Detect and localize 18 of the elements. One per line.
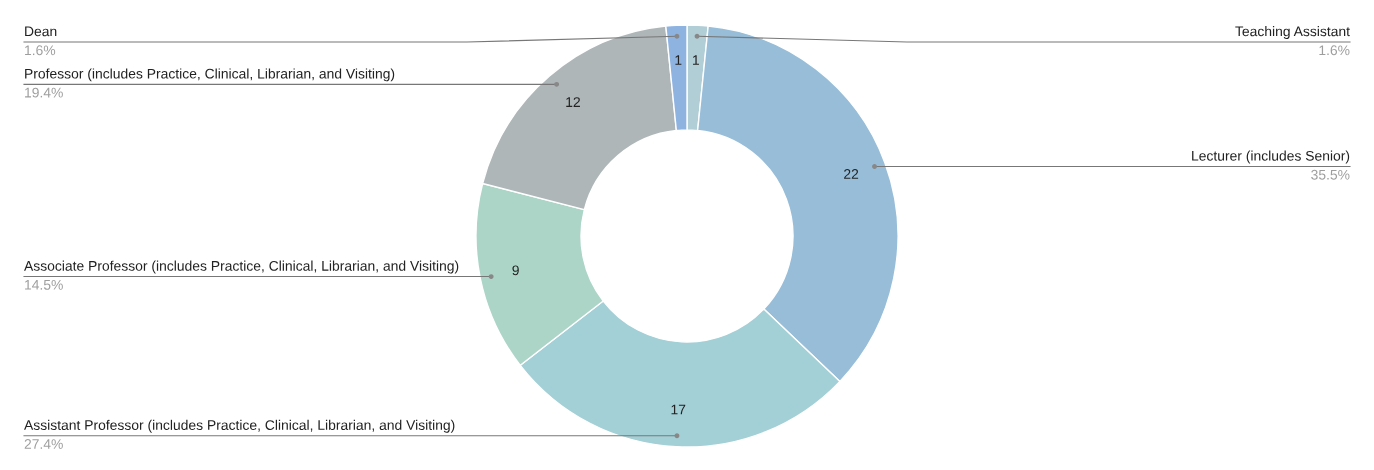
text: 9 [512, 265, 519, 276]
data-label: 27.4% [24, 439, 63, 449]
slice-label: Teaching Assistant [1235, 26, 1350, 39]
data-label: 19.4% [25, 87, 63, 98]
slice-label: Dean [25, 26, 57, 37]
data-label: 1.6% [25, 45, 56, 56]
text: 1 [675, 55, 682, 65]
text: 17 [671, 404, 686, 415]
slice-label: Professor (includes Practice, Clinical, Librarian, and Visiting) [25, 68, 395, 82]
data-label: 35.5% [1311, 169, 1350, 180]
data-label: 1.6% [1319, 45, 1350, 56]
text: 12 [566, 97, 580, 107]
text: 22 [844, 169, 859, 179]
data-label: 14.5% [25, 279, 63, 290]
slice-label: Lecturer (includes Senior) [1192, 150, 1350, 164]
slice-label: Associate Professor (includes Practice, Clinical, Librarian, and Visiting) [24, 260, 459, 274]
text: 1 [692, 55, 699, 65]
slice-label: Assistant Professor (includes Practice, Clinical, Librarian, and Visiting) [24, 419, 455, 433]
